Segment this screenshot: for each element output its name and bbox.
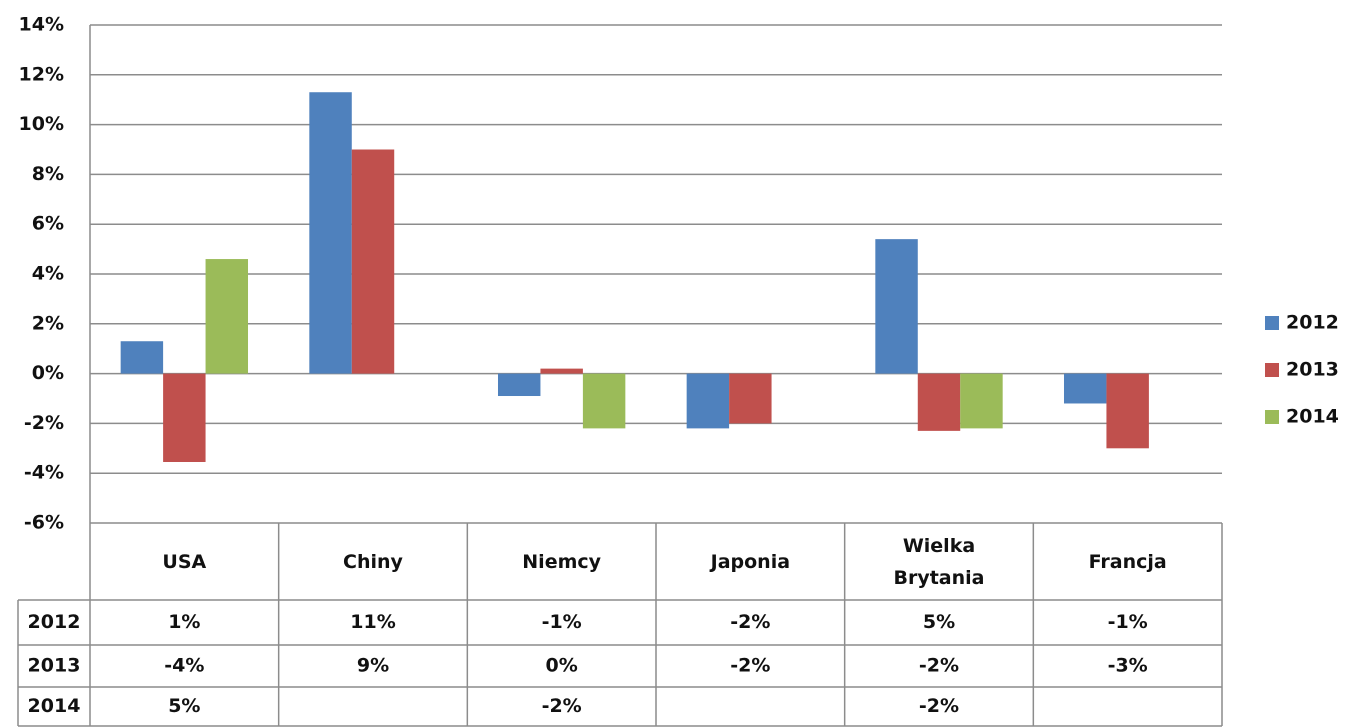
table-cell: -4% bbox=[164, 655, 204, 677]
y-tick-label: -2% bbox=[24, 412, 64, 434]
bar bbox=[582, 373, 626, 429]
legend-swatch bbox=[1265, 316, 1279, 330]
table-cell: -2% bbox=[919, 655, 959, 677]
legend-label: 2014 bbox=[1286, 406, 1339, 428]
bar bbox=[875, 239, 918, 374]
y-tick-label: 0% bbox=[32, 362, 64, 384]
table-cell: 1% bbox=[168, 611, 200, 633]
x-tick-label: USA bbox=[162, 550, 207, 573]
y-tick-label: 12% bbox=[19, 63, 64, 85]
y-tick-label: 6% bbox=[32, 213, 64, 235]
bar bbox=[1106, 373, 1149, 449]
bar bbox=[686, 373, 730, 429]
table-row-header: 2013 bbox=[28, 655, 81, 677]
y-tick-label: 2% bbox=[32, 312, 64, 334]
table-cell: -1% bbox=[542, 611, 582, 633]
x-tick-label: Japonia bbox=[710, 550, 791, 573]
bar bbox=[540, 368, 583, 374]
bar bbox=[163, 373, 206, 462]
table-cell: 0% bbox=[546, 655, 578, 677]
bar bbox=[729, 373, 772, 424]
y-tick-label: 14% bbox=[19, 14, 64, 36]
y-tick-label: -6% bbox=[24, 512, 64, 534]
bar bbox=[497, 373, 541, 397]
legend-swatch bbox=[1265, 363, 1279, 377]
table-cell: -2% bbox=[730, 611, 770, 633]
legend-label: 2012 bbox=[1286, 312, 1339, 334]
table-cell: -2% bbox=[730, 655, 770, 677]
y-tick-label: 8% bbox=[32, 163, 64, 185]
table-cell: -3% bbox=[1108, 655, 1148, 677]
bar bbox=[1063, 373, 1107, 404]
y-tick-label: 4% bbox=[32, 263, 64, 285]
x-tick-label: Chiny bbox=[343, 550, 403, 573]
table-cell: -1% bbox=[1108, 611, 1148, 633]
legend-swatch bbox=[1265, 410, 1279, 424]
table-cell: 9% bbox=[357, 655, 389, 677]
bar bbox=[309, 92, 352, 374]
table-row-header: 2012 bbox=[28, 611, 81, 633]
y-tick-label: 10% bbox=[19, 113, 64, 135]
table-cell: -2% bbox=[542, 695, 582, 717]
table-cell: 11% bbox=[350, 611, 395, 633]
y-tick-label: -4% bbox=[24, 462, 64, 484]
bar bbox=[917, 373, 961, 431]
table-cell: 5% bbox=[923, 611, 955, 633]
bar bbox=[120, 341, 164, 374]
table-cell: -2% bbox=[919, 695, 959, 717]
x-tick-label: Niemcy bbox=[522, 550, 602, 573]
legend-label: 2013 bbox=[1286, 359, 1339, 381]
bar bbox=[960, 373, 1003, 429]
x-tick-label: Francja bbox=[1088, 550, 1167, 573]
bar bbox=[205, 259, 249, 374]
table-row-header: 2014 bbox=[28, 695, 81, 717]
table-cell: 5% bbox=[168, 695, 200, 717]
bar bbox=[351, 149, 395, 374]
x-tick-label: Wielka Brytania bbox=[893, 534, 985, 589]
